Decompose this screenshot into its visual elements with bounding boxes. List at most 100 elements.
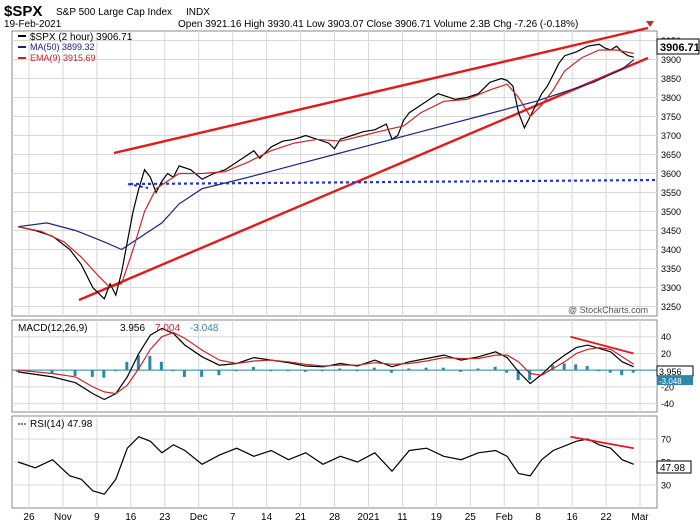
rsi-y-tick: 30 — [661, 481, 671, 491]
macd-histogram-bar — [620, 370, 624, 376]
macd-histogram-bar — [50, 370, 54, 374]
macd-histogram-bar — [234, 370, 238, 372]
x-tick-label: 28 — [329, 512, 341, 523]
macd-histogram-bar — [303, 370, 307, 372]
macd-histogram-bar — [390, 370, 394, 373]
chart-stats: Open 3921.16 High 3930.41 Low 3903.07 Cl… — [178, 19, 578, 30]
chart-date: 19-Feb-2021 — [4, 19, 62, 30]
macd-histogram-bar — [528, 370, 532, 381]
price-y-tick: 3500 — [661, 207, 681, 217]
macd-histogram-bar — [320, 370, 324, 372]
price-y-tick: 3450 — [661, 226, 681, 236]
price-y-tick: 3250 — [661, 302, 681, 312]
macd-histogram-bar — [286, 370, 290, 372]
price-series-group — [17, 43, 635, 300]
price-y-tick: 3650 — [661, 150, 681, 160]
macd-histogram-bar — [182, 370, 186, 377]
macd-histogram-bar — [159, 361, 163, 371]
macd-histogram-bar — [493, 366, 497, 371]
macd-trendline — [570, 335, 634, 355]
macd-y-tick: -20 — [661, 382, 674, 392]
macd-legend-name: MACD(12,26,9) — [18, 323, 87, 334]
macd-histogram-bar — [73, 370, 77, 377]
x-tick-label: 26 — [23, 512, 35, 523]
x-tick-label: 8 — [535, 512, 541, 523]
macd-histogram-bar — [585, 366, 589, 371]
macd-histogram-bar — [505, 370, 509, 373]
price-series-2 — [17, 49, 634, 289]
legend-ma50: MA(50) 3899.32 — [30, 42, 95, 52]
macd-y-tick: -40 — [661, 399, 674, 409]
macd-histogram-bar — [355, 370, 359, 372]
price-y-tick: 3350 — [661, 264, 681, 274]
macd-y-tick: 20 — [661, 349, 671, 359]
price-y-tick: 3300 — [661, 283, 681, 293]
price-y-tick: 3800 — [661, 93, 681, 103]
price-series-1 — [17, 59, 635, 251]
rsi-series-group — [17, 435, 634, 495]
chart-exchange: INDX — [186, 7, 210, 18]
price-series-0 — [17, 43, 634, 300]
macd-histogram-bar — [631, 370, 635, 373]
x-tick-label: Mar — [631, 512, 649, 523]
x-tick-label: 22 — [601, 512, 613, 523]
x-tick-label: Nov — [54, 512, 72, 523]
macd-histogram-bar — [424, 367, 428, 371]
macd-legend-value-2: 7.004 — [155, 323, 180, 334]
macd-legend-value-1: 3.956 — [120, 323, 145, 334]
x-tick-label: 23 — [159, 512, 171, 523]
macd-histogram-bar — [574, 364, 578, 371]
lower-trendline — [78, 56, 649, 302]
macd-histogram-bar — [516, 370, 520, 381]
macd-histogram-bar — [608, 370, 612, 373]
x-tick-label: 2021 — [357, 512, 380, 523]
macd-histogram-bar — [459, 370, 463, 372]
macd-histogram-bar — [217, 370, 221, 376]
price-y-tick: 3850 — [661, 74, 681, 84]
close-price-tag: 3906.71 — [660, 42, 700, 54]
price-y-tick: 3700 — [661, 131, 681, 141]
x-tick-label: 16 — [125, 512, 137, 523]
x-tick-label: 19 — [431, 512, 443, 523]
price-legend: $SPX (2 hour) 3906.71 MA(50) 3899.32 EMA… — [18, 32, 133, 63]
macd-legend-value-3: -3.048 — [190, 323, 219, 334]
x-tick-label: 25 — [465, 512, 477, 523]
macd-histogram-bar — [113, 370, 117, 372]
macd-histogram-bar — [441, 367, 445, 371]
dropdown-arrow-icon[interactable] — [646, 21, 654, 27]
macd-histogram-bar — [90, 370, 94, 377]
rsi-tag-bg — [656, 460, 692, 474]
x-tick-label: Feb — [496, 512, 514, 523]
watermark: @ StockCharts.com — [568, 305, 648, 315]
macd-histogram-bar — [102, 370, 106, 378]
x-tick-label: 9 — [94, 512, 100, 523]
price-y-tick: 3900 — [661, 55, 681, 65]
chart-name: S&P 500 Large Cap Index — [56, 7, 172, 18]
macd-histogram-bar — [476, 368, 480, 371]
macd-series-1 — [17, 331, 635, 395]
macd-signal-tag: -3.048 — [659, 377, 682, 386]
macd-histogram-bar — [551, 365, 555, 371]
rsi-y-tick: 70 — [661, 435, 671, 445]
x-tick-label: 21 — [295, 512, 307, 523]
chart-symbol: $SPX — [4, 3, 42, 20]
macd-histogram-bar — [171, 370, 175, 372]
x-tick-label: Dec — [190, 512, 208, 523]
macd-histogram-bar — [200, 370, 204, 377]
rsi-tag: 47.98 — [660, 463, 685, 474]
macd-histogram-bar — [539, 369, 543, 371]
x-axis-bottom: 26 Nov 9 16 23 Dec 7 14 21 28 2021 11 19 25 Feb 8 16 22 Ma… — [23, 512, 649, 523]
rsi-legend: RSI(14) 47.98 — [30, 419, 93, 430]
close-price-tag-bg — [656, 38, 700, 55]
macd-tag: 3.956 — [659, 367, 682, 377]
macd-histogram-bar — [562, 363, 566, 371]
macd-histogram-bar — [148, 355, 152, 371]
legend-price: $SPX (2 hour) 3906.71 — [30, 32, 133, 43]
macd-histogram-bar — [16, 370, 19, 372]
macd-signal-tag-bg — [657, 376, 693, 385]
upper-trendline — [113, 26, 649, 155]
price-y-tick: 3400 — [661, 245, 681, 255]
macd-histogram-bar — [338, 368, 342, 371]
support-dotted-line — [129, 178, 658, 186]
